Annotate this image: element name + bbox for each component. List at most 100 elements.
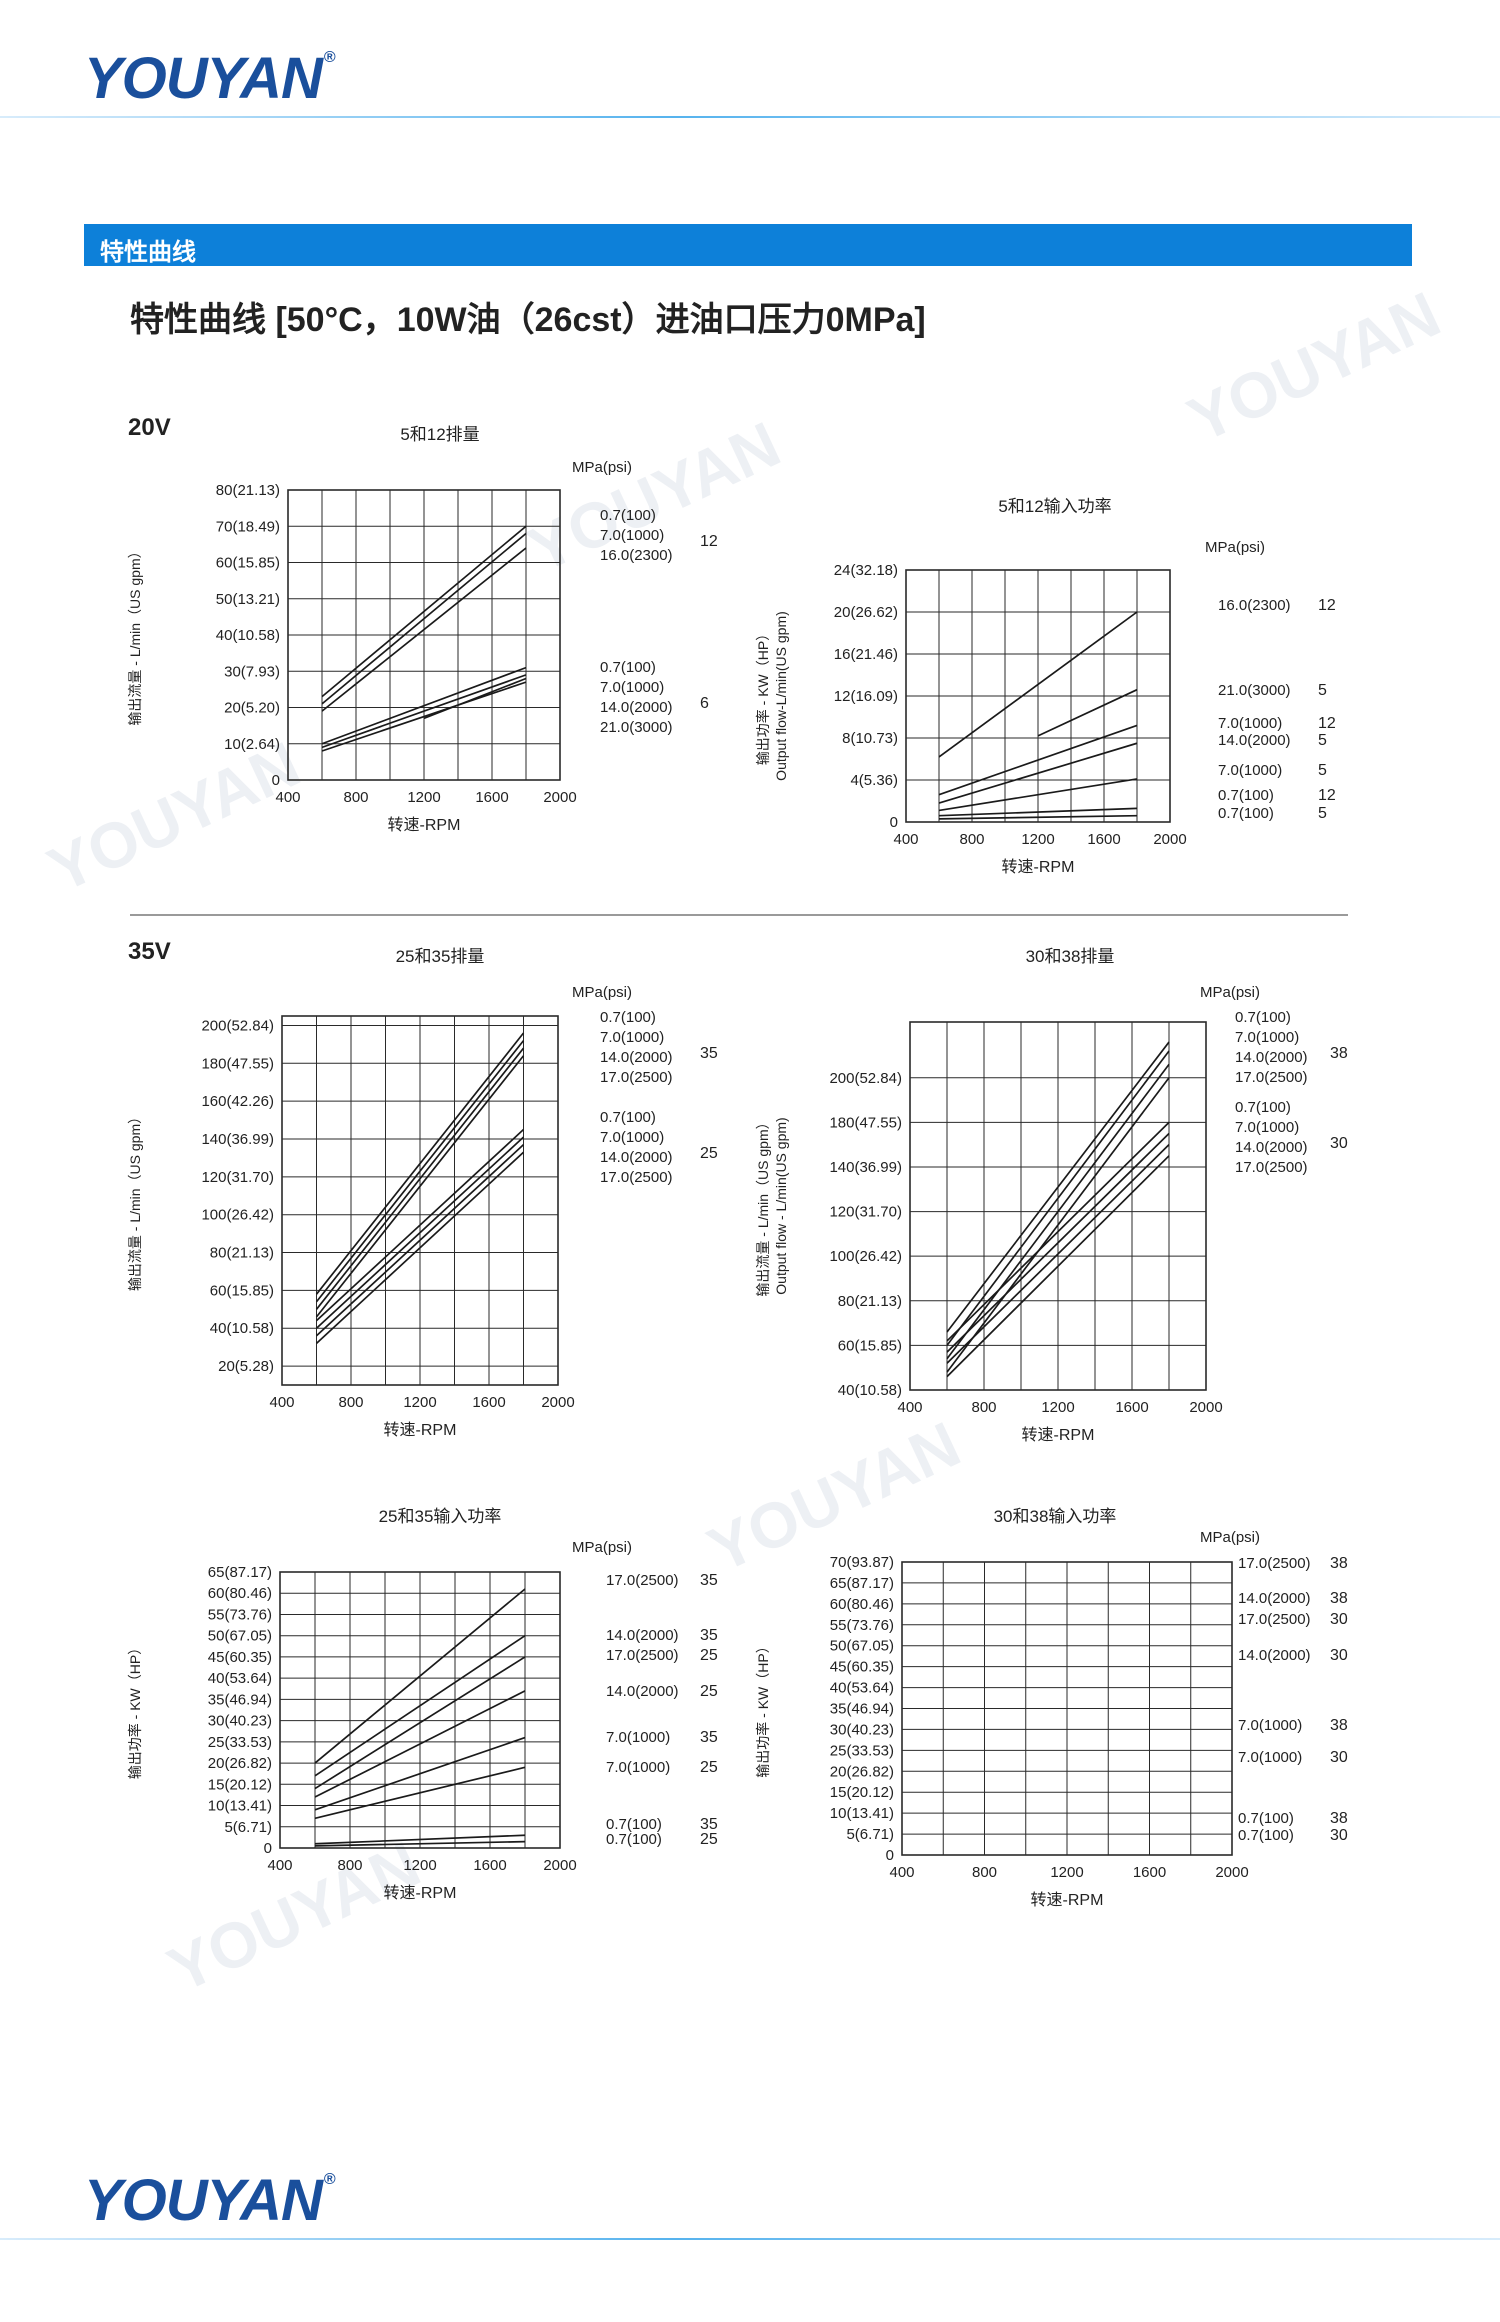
legend-label: 17.0(2500) xyxy=(1238,1611,1311,1628)
series-line xyxy=(315,1128,525,1322)
legend-label: 7.0(1000) xyxy=(606,1759,670,1776)
y-tick-label: 120(31.70) xyxy=(829,1204,902,1221)
y-tick-label: 20(26.82) xyxy=(830,1763,894,1780)
series-line xyxy=(315,1136,525,1329)
y-tick-label: 12(16.09) xyxy=(834,688,898,705)
y-tick-label: 65(87.17) xyxy=(830,1575,894,1592)
legend-label: 0.7(100) xyxy=(600,507,656,524)
legend-label: 16.0(2300) xyxy=(600,547,673,564)
legend-label: 16.0(2300) xyxy=(1218,597,1291,614)
x-axis-label: 转速-RPM xyxy=(388,816,461,834)
y-tick-label: 40(53.64) xyxy=(208,1670,272,1687)
series-line xyxy=(946,1155,1170,1378)
legend-label: 17.0(2500) xyxy=(1238,1555,1311,1572)
brand-logo-bottom: YOUYAN ® xyxy=(84,2172,336,2230)
chart-title: 30和38输入功率 xyxy=(994,1507,1117,1526)
legend-label: 14.0(2000) xyxy=(1218,732,1291,749)
y-tick-label: 50(67.05) xyxy=(208,1628,272,1645)
legend-value: 35 xyxy=(700,1627,718,1644)
y-tick-label: 200(52.84) xyxy=(829,1070,902,1087)
series-line xyxy=(321,547,527,712)
chart-title: 5和12排量 xyxy=(400,425,479,444)
y-axis-label: 输出功率 - KW（HP） xyxy=(755,627,771,765)
section-title: 特性曲线 xyxy=(100,239,196,266)
series-line xyxy=(321,525,527,698)
legend-label: 7.0(1000) xyxy=(600,679,664,696)
series-line xyxy=(315,1055,525,1318)
y-tick-label: 25(33.53) xyxy=(208,1734,272,1751)
y-tick-label: 5(6.71) xyxy=(224,1819,272,1836)
legend-label: 7.0(1000) xyxy=(1218,762,1282,779)
y-tick-label: 40(53.64) xyxy=(830,1680,894,1697)
y-tick-label: 60(15.85) xyxy=(210,1282,274,1299)
voltage-label-20v: 20V xyxy=(128,414,171,441)
legend-label: 0.7(100) xyxy=(606,1816,662,1833)
x-tick-label: 800 xyxy=(343,789,368,806)
legend-label: 17.0(2500) xyxy=(1235,1159,1308,1176)
legend-label: 21.0(3000) xyxy=(1218,682,1291,699)
y-tick-label: 70(18.49) xyxy=(216,518,280,535)
unit-label: MPa(psi) xyxy=(1200,984,1260,1001)
legend-value: 38 xyxy=(1330,1810,1348,1827)
legend-label: 14.0(2000) xyxy=(606,1627,679,1644)
x-tick-label: 2000 xyxy=(541,1394,574,1411)
legend-label: 0.7(100) xyxy=(600,1109,656,1126)
legend-value: 12 xyxy=(1318,715,1336,732)
legend-label: 7.0(1000) xyxy=(600,1129,664,1146)
x-axis-label: 转速-RPM xyxy=(1031,1891,1104,1909)
x-axis-label: 转速-RPM xyxy=(1022,1426,1095,1444)
legend-value: 35 xyxy=(700,1729,718,1746)
chart-title: 25和35输入功率 xyxy=(379,1507,502,1526)
unit-label: MPa(psi) xyxy=(1205,539,1265,556)
x-tick-label: 1600 xyxy=(1087,831,1120,848)
x-axis-label: 转速-RPM xyxy=(1002,858,1075,876)
y-tick-label: 140(36.99) xyxy=(201,1131,274,1148)
y-tick-label: 120(31.70) xyxy=(201,1169,274,1186)
chart-title: 30和38排量 xyxy=(1026,947,1115,966)
y-axis-label: Output flow-L/min(US gpm) xyxy=(773,611,789,781)
x-tick-label: 2000 xyxy=(1189,1399,1222,1416)
legend-value: 35 xyxy=(700,1816,718,1833)
legend-label: 7.0(1000) xyxy=(1218,715,1282,732)
voltage-label-35v: 35V xyxy=(128,938,171,965)
series-line xyxy=(946,1077,1170,1373)
y-tick-label: 0 xyxy=(890,814,898,831)
y-tick-label: 80(21.13) xyxy=(838,1293,902,1310)
series-line xyxy=(314,1840,526,1847)
x-tick-label: 400 xyxy=(897,1399,922,1416)
y-tick-label: 10(13.41) xyxy=(208,1798,272,1815)
legend-value: 25 xyxy=(700,1831,718,1848)
x-tick-label: 800 xyxy=(972,1864,997,1881)
y-tick-label: 55(73.76) xyxy=(830,1617,894,1634)
legend-value: 5 xyxy=(1318,805,1327,822)
x-tick-label: 2000 xyxy=(1153,831,1186,848)
x-tick-label: 1600 xyxy=(473,1857,506,1874)
y-tick-label: 60(80.46) xyxy=(830,1596,894,1613)
legend-label: 21.0(3000) xyxy=(600,719,673,736)
legend-value: 12 xyxy=(1318,787,1336,804)
legend-value: 35 xyxy=(700,1572,718,1589)
x-tick-label: 1600 xyxy=(1115,1399,1148,1416)
brand-logo-text: YOUYAN xyxy=(84,46,323,111)
series-line xyxy=(315,1047,525,1310)
legend-value: 38 xyxy=(1330,1045,1348,1062)
y-tick-label: 80(21.13) xyxy=(216,482,280,499)
legend-value: 35 xyxy=(700,1045,718,1062)
series-line xyxy=(321,674,527,749)
brand-logo-text: YOUYAN xyxy=(84,2168,323,2233)
y-tick-label: 35(46.94) xyxy=(208,1691,272,1708)
y-tick-label: 180(47.55) xyxy=(829,1114,902,1131)
legend-label: 14.0(2000) xyxy=(1235,1049,1308,1066)
series-line xyxy=(938,742,1138,804)
unit-label: MPa(psi) xyxy=(572,984,632,1001)
y-tick-label: 30(7.93) xyxy=(224,663,280,680)
y-tick-label: 0 xyxy=(272,772,280,789)
legend-value: 12 xyxy=(1318,597,1336,614)
legend-label: 7.0(1000) xyxy=(1238,1749,1302,1766)
series-line xyxy=(946,1041,1170,1333)
series-line xyxy=(315,1032,525,1295)
legend-label: 17.0(2500) xyxy=(606,1572,679,1589)
x-tick-label: 2000 xyxy=(543,1857,576,1874)
legend-value: 25 xyxy=(700,1647,718,1664)
